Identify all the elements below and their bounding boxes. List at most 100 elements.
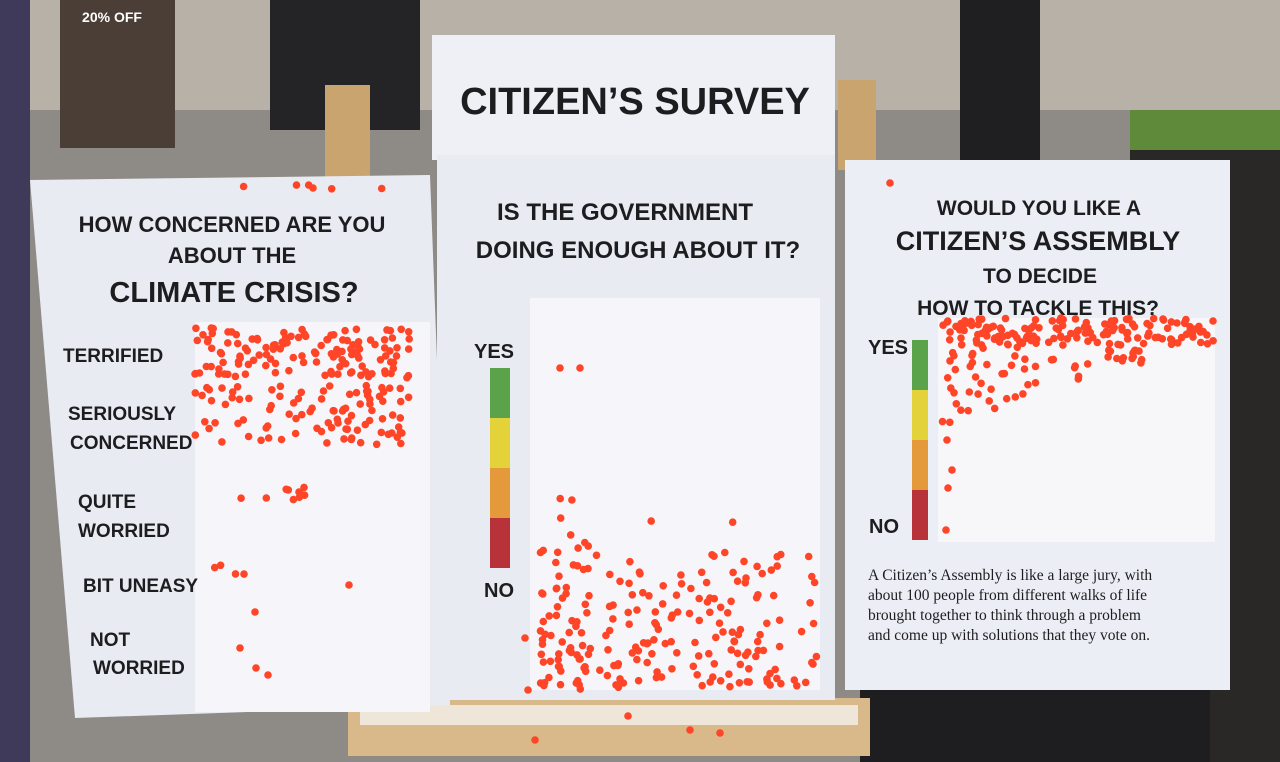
dot: [1116, 341, 1125, 349]
dot: [710, 552, 718, 560]
dot: [205, 385, 214, 394]
dot: [257, 436, 265, 445]
dot: [377, 428, 386, 437]
dot: [536, 548, 545, 557]
dot: [984, 325, 993, 333]
dot: [946, 357, 954, 365]
dot: [298, 410, 306, 419]
dot: [938, 417, 947, 426]
dot: [1050, 334, 1058, 343]
dot: [719, 628, 727, 636]
dot: [347, 411, 356, 420]
dot: [1047, 356, 1056, 364]
question: HOW TO TACKLE THIS?: [917, 297, 1159, 320]
dot: [380, 336, 389, 344]
dot: [553, 548, 562, 557]
dot: [241, 370, 250, 379]
dot: [706, 608, 714, 617]
dot: [625, 579, 633, 588]
dot: [946, 418, 954, 427]
dot: [1086, 328, 1095, 337]
dot: [347, 345, 355, 353]
dot: [1093, 338, 1102, 347]
dot: [572, 622, 580, 631]
dot: [287, 332, 295, 341]
dot: [291, 429, 300, 438]
dot: [1188, 329, 1197, 338]
dot: [252, 664, 260, 672]
dot: [584, 564, 592, 573]
dot: [353, 426, 362, 435]
dot: [565, 646, 574, 655]
dot: [657, 673, 666, 681]
easel-ledge: [360, 705, 858, 725]
dot: [345, 581, 353, 589]
paper-right: [938, 318, 1215, 542]
dot: [191, 431, 200, 439]
dot: [195, 369, 204, 377]
dot: [790, 676, 799, 684]
dot: [524, 686, 532, 694]
dot: [214, 370, 223, 378]
dot: [1209, 337, 1217, 345]
dot: [224, 370, 232, 379]
dot: [727, 597, 735, 606]
dot: [706, 594, 714, 602]
scale-orange: [490, 468, 510, 518]
dot: [292, 414, 300, 423]
dot: [276, 382, 285, 391]
scale-red: [490, 518, 510, 568]
dot: [983, 360, 991, 369]
dot: [556, 680, 565, 689]
dot: [1143, 319, 1151, 328]
dot: [404, 393, 413, 402]
dot: [546, 657, 555, 666]
dot: [806, 599, 814, 607]
dot: [393, 433, 402, 442]
dot: [228, 393, 236, 402]
dot: [552, 558, 560, 567]
dot: [251, 608, 259, 616]
dot: [693, 671, 701, 679]
dot: [1048, 317, 1057, 325]
dot: [1133, 334, 1142, 342]
dot: [945, 336, 954, 344]
dot: [531, 736, 539, 744]
dot: [191, 389, 200, 397]
dot: [695, 616, 704, 625]
note: brought together to think through a prob…: [868, 607, 1141, 624]
dot: [1130, 323, 1139, 331]
dot: [244, 432, 253, 441]
dot: [777, 679, 785, 688]
dot: [356, 400, 365, 408]
dot: [1159, 316, 1168, 324]
dot: [616, 577, 624, 586]
dot: [964, 406, 972, 415]
dot: [689, 662, 698, 671]
dot: [573, 562, 582, 570]
dot: [308, 404, 316, 413]
dot: [948, 466, 956, 474]
dot: [1029, 332, 1038, 341]
dot: [566, 531, 575, 539]
option: QUITE: [78, 492, 136, 513]
dot: [568, 616, 576, 625]
option: BIT UNEASY: [83, 576, 198, 597]
dot: [255, 351, 263, 359]
dot: [1044, 338, 1053, 347]
scale-label: YES: [474, 341, 514, 363]
dot: [1013, 343, 1022, 352]
dot: [763, 678, 772, 686]
dot: [556, 514, 565, 522]
dot: [990, 335, 999, 344]
person: [960, 0, 1040, 160]
dot: [667, 637, 675, 646]
dot: [355, 354, 363, 362]
dot: [1071, 362, 1079, 370]
dot: [1074, 326, 1082, 335]
dot: [555, 662, 563, 671]
dot: [576, 364, 584, 372]
dot: [201, 418, 209, 426]
dot: [808, 658, 816, 667]
dot: [284, 486, 293, 494]
